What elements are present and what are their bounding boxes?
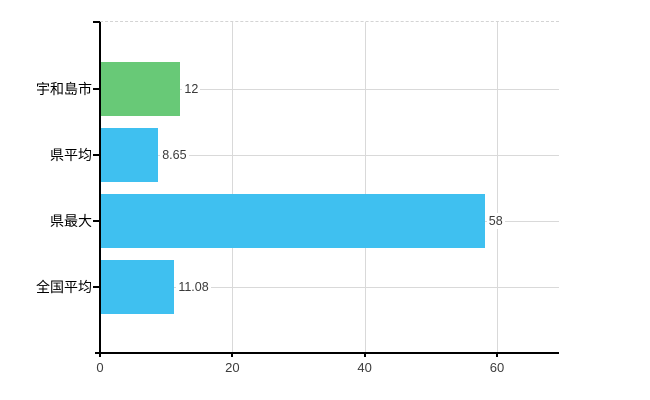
bar-value-label: 11.08 [176, 279, 211, 295]
x-axis-tick [231, 352, 234, 357]
bar [101, 62, 181, 116]
x-tick-label: 40 [357, 360, 372, 375]
x-axis-tick [363, 352, 366, 357]
x-tick-label: 60 [489, 360, 505, 375]
x-axis-tick [496, 352, 498, 357]
vertical-gridline [364, 22, 366, 352]
x-tick-label: 0 [96, 360, 104, 375]
y-axis-tick [93, 154, 100, 156]
bar [101, 128, 159, 182]
x-axis-tick [99, 352, 101, 357]
category-label: 県平均 [50, 147, 92, 163]
y-axis-tick [93, 286, 100, 288]
category-gridline [100, 89, 559, 90]
bar-value-label: 8.65 [160, 147, 189, 163]
bar [101, 260, 175, 314]
y-axis-top-tick [93, 21, 100, 23]
category-label: 県最大 [50, 213, 92, 229]
category-gridline [100, 155, 559, 156]
x-tick-label: 20 [225, 360, 240, 375]
vertical-gridline [497, 22, 498, 352]
bar [101, 194, 485, 248]
y-axis-tick [93, 88, 100, 90]
bar-value-label: 12 [182, 81, 201, 97]
bar-value-label: 58 [486, 213, 505, 229]
y-axis-tick [93, 220, 100, 222]
category-label: 宇和島市 [36, 81, 92, 97]
vertical-gridline [232, 22, 234, 352]
category-label: 全国平均 [36, 279, 92, 295]
category-gridline [100, 287, 559, 288]
x-axis-line [95, 352, 559, 354]
plot-top-border [100, 21, 559, 22]
y-axis-line [99, 22, 101, 352]
